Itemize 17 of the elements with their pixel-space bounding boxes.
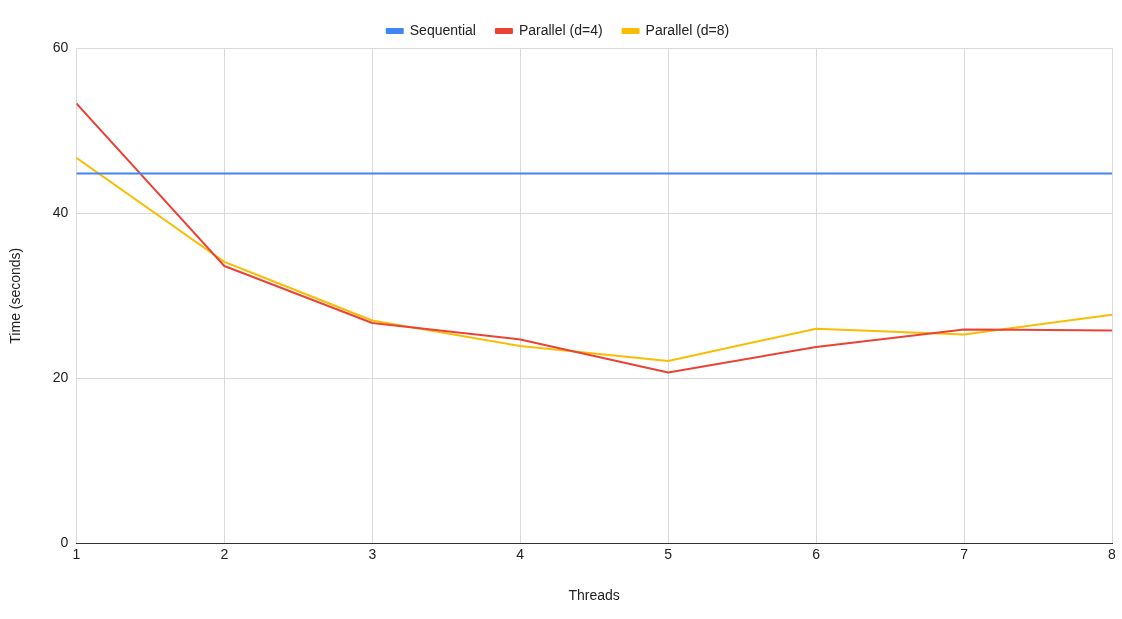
x-tick-label: 7 xyxy=(960,545,969,562)
y-axis-title: Time (seconds) xyxy=(7,247,24,344)
x-tick-label: 6 xyxy=(812,545,821,562)
x-tick-label: 8 xyxy=(1108,545,1117,562)
x-tick-label: 1 xyxy=(72,545,81,562)
x-tick-label: 4 xyxy=(516,545,525,562)
y-tick-label: 60 xyxy=(52,38,69,55)
legend-label: Sequential xyxy=(409,21,476,38)
x-tick-label: 5 xyxy=(664,545,673,562)
legend-label: Parallel (d=4) xyxy=(518,21,603,38)
x-tick-label: 2 xyxy=(220,545,229,562)
y-tick-label: 40 xyxy=(52,203,69,220)
x-tick-label: 3 xyxy=(368,545,377,562)
legend-label: Parallel (d=8) xyxy=(645,21,730,38)
y-tick-label: 0 xyxy=(60,534,69,551)
x-axis-title: Threads xyxy=(568,587,620,604)
y-tick-label: 20 xyxy=(52,369,69,386)
